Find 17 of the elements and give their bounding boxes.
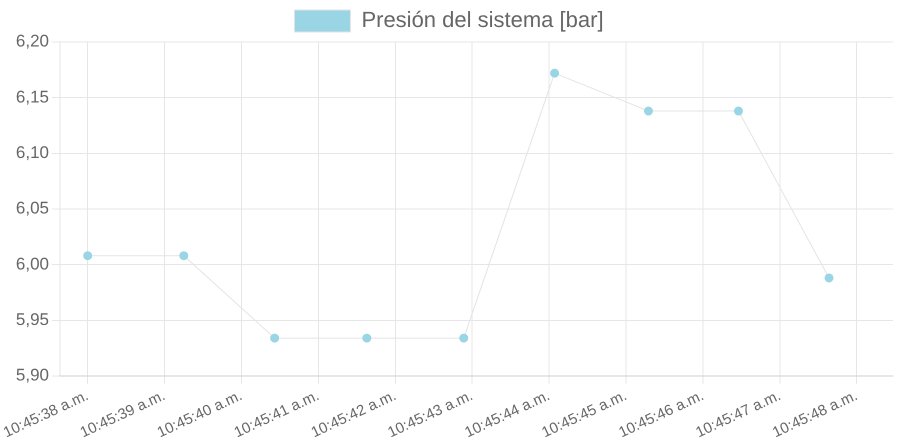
y-tick-label: 6,10 (16, 142, 50, 162)
y-tick-label: 6,20 (16, 32, 50, 51)
point (550, 68, 560, 78)
point (179, 251, 188, 260)
point (824, 273, 834, 282)
point (362, 334, 372, 343)
point (644, 106, 653, 116)
point (734, 106, 743, 116)
y-tick-label: 6,15 (16, 87, 50, 106)
point (83, 251, 92, 260)
y-tick-label: 5,95 (16, 310, 50, 329)
y-tick-label: 6,00 (16, 254, 50, 274)
point (459, 334, 468, 343)
legend-label: Presión del sistema [bar] (361, 7, 604, 32)
y-tick-label: 5,90 (16, 366, 50, 385)
point (270, 334, 280, 343)
y-tick-label: 6,05 (16, 198, 50, 218)
